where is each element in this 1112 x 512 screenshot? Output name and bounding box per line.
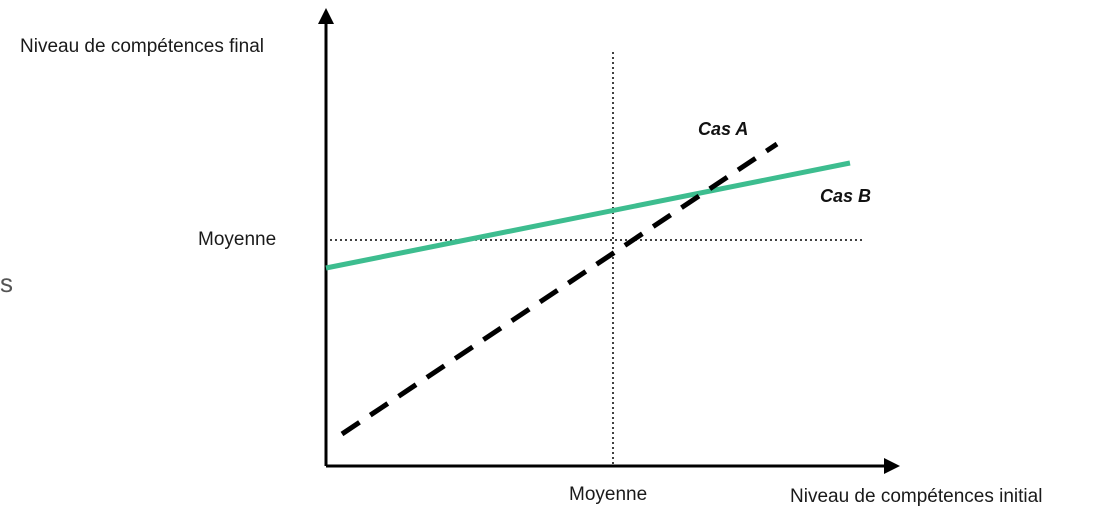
x-axis-arrowhead [884, 458, 900, 474]
x-mean-label: Moyenne [569, 484, 647, 505]
x-axis-label: Niveau de compétences initial [790, 486, 1042, 507]
case-b-line [325, 160, 851, 271]
case-b-label: Cas B [820, 186, 871, 206]
text-fragment: s [0, 268, 13, 298]
y-axis-arrowhead [318, 8, 334, 24]
case-a-line [340, 141, 779, 437]
y-mean-label: Moyenne [198, 229, 276, 250]
case-a-label: Cas A [698, 119, 748, 139]
y-axis-label: Niveau de compétences final [20, 36, 264, 57]
